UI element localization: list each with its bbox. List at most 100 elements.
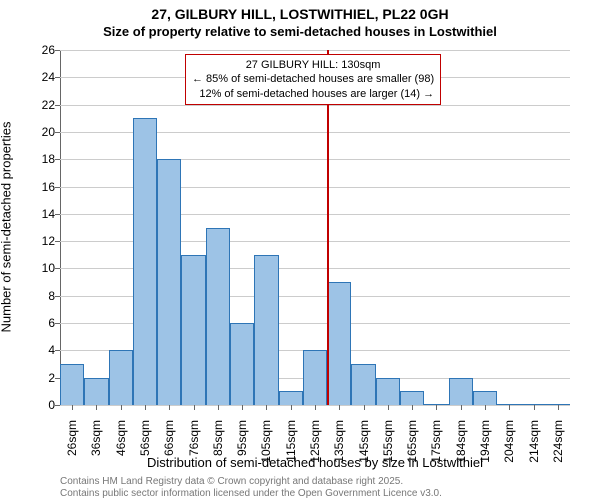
annotation-box: 27 GILBURY HILL: 130sqm← 85% of semi-det… [185,54,441,105]
x-tick-label: 105sqm [259,420,273,480]
y-tick-label: 4 [15,343,55,357]
x-tick-mark [339,405,340,410]
x-tick-label: 85sqm [211,420,225,480]
y-tick-mark [55,268,60,269]
y-tick-label: 16 [15,180,55,194]
chart-container: 27, GILBURY HILL, LOSTWITHIEL, PL22 0GH … [0,0,600,500]
gridline [60,50,570,51]
x-tick-label: 224sqm [551,420,565,480]
x-tick-label: 175sqm [429,420,443,480]
x-tick-label: 145sqm [357,420,371,480]
x-tick-mark [291,405,292,410]
histogram-bar [351,364,375,405]
x-tick-mark [194,405,195,410]
y-tick-mark [55,405,60,406]
histogram-bar [206,228,230,406]
y-tick-label: 8 [15,289,55,303]
histogram-bar [133,118,157,405]
y-tick-label: 26 [15,43,55,57]
x-tick-mark [558,405,559,410]
chart-title-line1: 27, GILBURY HILL, LOSTWITHIEL, PL22 0GH [0,6,600,22]
y-tick-mark [55,241,60,242]
x-tick-label: 165sqm [405,420,419,480]
histogram-bar [181,255,205,405]
footnote-line1: Contains HM Land Registry data © Crown c… [60,476,403,487]
x-tick-mark [145,405,146,410]
histogram-bar [60,364,84,405]
x-tick-mark [72,405,73,410]
histogram-bar [157,159,181,405]
x-tick-label: 26sqm [65,420,79,480]
x-tick-mark [266,405,267,410]
y-tick-mark [55,77,60,78]
x-tick-mark [242,405,243,410]
histogram-bar [279,391,303,405]
histogram-bar [230,323,254,405]
y-tick-label: 22 [15,98,55,112]
x-tick-mark [96,405,97,410]
y-tick-label: 12 [15,234,55,248]
histogram-bar [109,350,133,405]
histogram-bar [84,378,108,405]
x-tick-label: 95sqm [235,420,249,480]
x-tick-label: 184sqm [454,420,468,480]
x-tick-mark [121,405,122,410]
x-tick-mark [485,405,486,410]
annotation-line3: 12% of semi-detached houses are larger (… [192,87,434,101]
y-tick-mark [55,159,60,160]
x-tick-label: 36sqm [89,420,103,480]
y-tick-mark [55,132,60,133]
y-tick-mark [55,50,60,51]
y-tick-mark [55,105,60,106]
x-tick-mark [534,405,535,410]
x-tick-mark [436,405,437,410]
y-axis-label: Number of semi-detached properties [0,16,14,227]
x-tick-mark [315,405,316,410]
x-tick-mark [169,405,170,410]
y-tick-mark [55,323,60,324]
x-tick-label: 115sqm [284,420,298,480]
x-tick-label: 204sqm [502,420,516,480]
histogram-bar [254,255,278,405]
x-tick-label: 56sqm [138,420,152,480]
x-tick-label: 194sqm [478,420,492,480]
annotation-line2: ← 85% of semi-detached houses are smalle… [192,72,434,86]
y-tick-label: 24 [15,70,55,84]
y-tick-mark [55,187,60,188]
x-tick-mark [412,405,413,410]
y-tick-mark [55,378,60,379]
histogram-bar [473,391,497,405]
chart-title-line2: Size of property relative to semi-detach… [0,24,600,39]
x-tick-label: 155sqm [381,420,395,480]
y-tick-label: 0 [15,398,55,412]
x-tick-mark [388,405,389,410]
footnote-line2: Contains public sector information licen… [60,488,442,499]
y-axis-line [60,50,61,405]
histogram-bar [376,378,400,405]
plot-area: 27 GILBURY HILL: 130sqm← 85% of semi-det… [60,50,570,405]
x-tick-label: 135sqm [332,420,346,480]
y-tick-label: 14 [15,207,55,221]
histogram-bar [449,378,473,405]
y-tick-label: 6 [15,316,55,330]
x-tick-mark [461,405,462,410]
x-tick-label: 76sqm [187,420,201,480]
y-tick-mark [55,214,60,215]
x-tick-mark [509,405,510,410]
x-tick-mark [218,405,219,410]
x-tick-label: 125sqm [308,420,322,480]
x-tick-label: 214sqm [527,420,541,480]
x-tick-mark [364,405,365,410]
histogram-bar [327,282,351,405]
y-tick-label: 20 [15,125,55,139]
histogram-bar [400,391,424,405]
x-tick-label: 66sqm [162,420,176,480]
histogram-bar [303,350,327,405]
y-tick-label: 10 [15,261,55,275]
y-tick-label: 2 [15,371,55,385]
y-tick-label: 18 [15,152,55,166]
y-tick-mark [55,350,60,351]
annotation-line1: 27 GILBURY HILL: 130sqm [192,58,434,72]
y-tick-mark [55,296,60,297]
x-tick-label: 46sqm [114,420,128,480]
